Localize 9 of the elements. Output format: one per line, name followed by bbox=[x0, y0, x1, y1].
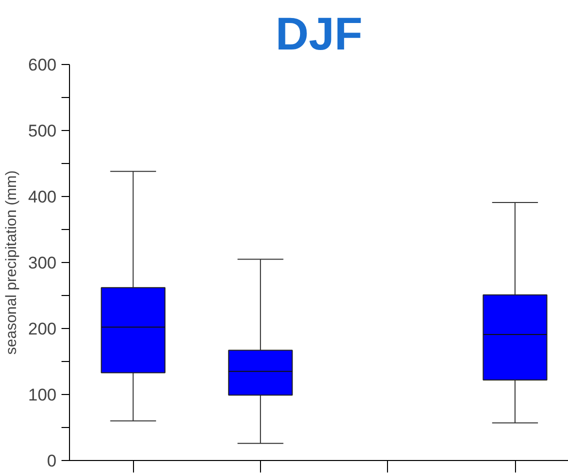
y-tick-label: 200 bbox=[28, 320, 57, 338]
y-tick-label: 100 bbox=[28, 386, 57, 404]
y-tick-label: 600 bbox=[28, 56, 57, 74]
y-tick-label: 500 bbox=[28, 122, 57, 140]
chart-title: DJF bbox=[276, 8, 362, 60]
y-tick-label: 0 bbox=[47, 452, 57, 470]
y-tick-label: 300 bbox=[28, 254, 57, 272]
y-tick-label: 400 bbox=[28, 188, 57, 206]
y-axis-title: seasonal precipitation (mm) bbox=[3, 170, 20, 355]
